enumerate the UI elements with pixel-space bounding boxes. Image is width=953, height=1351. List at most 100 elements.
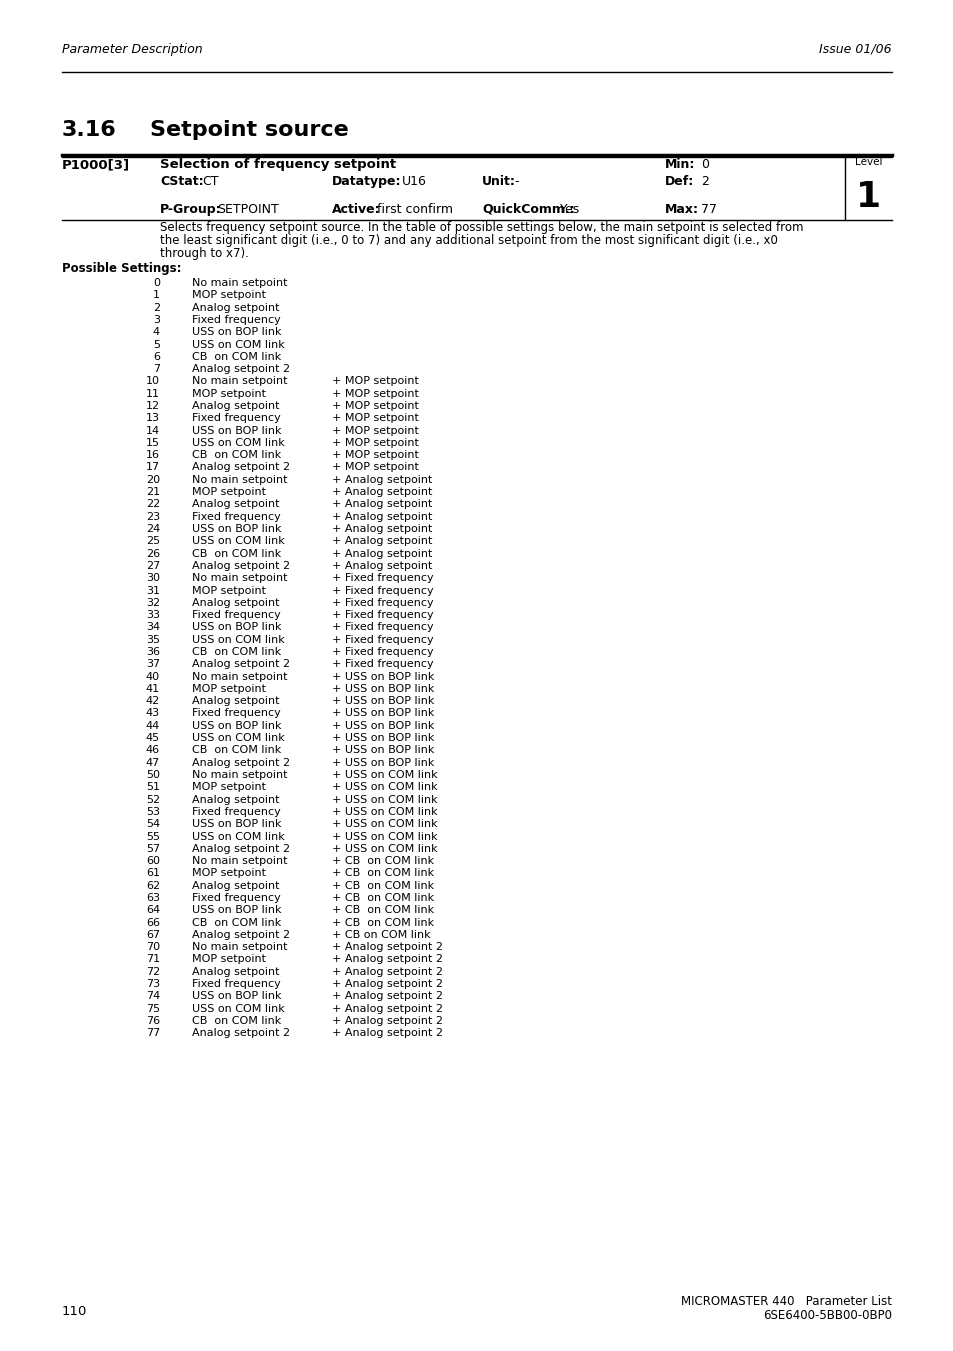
Text: 2: 2 bbox=[152, 303, 160, 312]
Text: + CB  on COM link: + CB on COM link bbox=[332, 857, 434, 866]
Text: CStat:: CStat: bbox=[160, 176, 203, 188]
Text: Analog setpoint: Analog setpoint bbox=[192, 794, 279, 805]
Text: + MOP setpoint: + MOP setpoint bbox=[332, 426, 418, 435]
Text: 44: 44 bbox=[146, 721, 160, 731]
Text: MOP setpoint: MOP setpoint bbox=[192, 389, 266, 399]
Text: 1: 1 bbox=[152, 290, 160, 300]
Text: + MOP setpoint: + MOP setpoint bbox=[332, 377, 418, 386]
Text: + CB  on COM link: + CB on COM link bbox=[332, 869, 434, 878]
Text: + Analog setpoint 2: + Analog setpoint 2 bbox=[332, 1028, 442, 1039]
Text: + USS on BOP link: + USS on BOP link bbox=[332, 696, 434, 707]
Text: Selects frequency setpoint source. In the table of possible settings below, the : Selects frequency setpoint source. In th… bbox=[160, 222, 802, 234]
Text: Min:: Min: bbox=[664, 158, 695, 172]
Text: 22: 22 bbox=[146, 500, 160, 509]
Text: Yes: Yes bbox=[559, 203, 579, 216]
Text: USS on COM link: USS on COM link bbox=[192, 339, 284, 350]
Text: Unit:: Unit: bbox=[481, 176, 516, 188]
Text: Setpoint source: Setpoint source bbox=[150, 120, 349, 141]
Text: Active:: Active: bbox=[332, 203, 380, 216]
Text: 43: 43 bbox=[146, 708, 160, 719]
Text: 17: 17 bbox=[146, 462, 160, 473]
Text: Analog setpoint: Analog setpoint bbox=[192, 881, 279, 890]
Text: No main setpoint: No main setpoint bbox=[192, 770, 287, 780]
Text: 53: 53 bbox=[146, 807, 160, 817]
Text: + Analog setpoint: + Analog setpoint bbox=[332, 474, 432, 485]
Text: + Analog setpoint 2: + Analog setpoint 2 bbox=[332, 1016, 442, 1025]
Text: + Fixed frequency: + Fixed frequency bbox=[332, 647, 434, 657]
Text: 62: 62 bbox=[146, 881, 160, 890]
Text: Def:: Def: bbox=[664, 176, 694, 188]
Text: Fixed frequency: Fixed frequency bbox=[192, 893, 280, 902]
Text: Analog setpoint 2: Analog setpoint 2 bbox=[192, 561, 290, 571]
Text: U16: U16 bbox=[401, 176, 426, 188]
Text: CB  on COM link: CB on COM link bbox=[192, 450, 281, 461]
Text: 27: 27 bbox=[146, 561, 160, 571]
Text: + Analog setpoint: + Analog setpoint bbox=[332, 488, 432, 497]
Text: 64: 64 bbox=[146, 905, 160, 915]
Text: + Analog setpoint 2: + Analog setpoint 2 bbox=[332, 1004, 442, 1013]
Text: MOP setpoint: MOP setpoint bbox=[192, 955, 266, 965]
Text: + USS on BOP link: + USS on BOP link bbox=[332, 734, 434, 743]
Text: Max:: Max: bbox=[664, 203, 699, 216]
Text: + MOP setpoint: + MOP setpoint bbox=[332, 413, 418, 423]
Text: Parameter Description: Parameter Description bbox=[62, 43, 202, 55]
Text: + Analog setpoint: + Analog setpoint bbox=[332, 512, 432, 521]
Text: Analog setpoint 2: Analog setpoint 2 bbox=[192, 929, 290, 940]
Text: 37: 37 bbox=[146, 659, 160, 669]
Text: USS on COM link: USS on COM link bbox=[192, 1004, 284, 1013]
Text: 10: 10 bbox=[146, 377, 160, 386]
Text: 6: 6 bbox=[152, 351, 160, 362]
Text: MOP setpoint: MOP setpoint bbox=[192, 488, 266, 497]
Text: Fixed frequency: Fixed frequency bbox=[192, 315, 280, 324]
Text: 23: 23 bbox=[146, 512, 160, 521]
Text: + USS on BOP link: + USS on BOP link bbox=[332, 708, 434, 719]
Text: USS on COM link: USS on COM link bbox=[192, 734, 284, 743]
Text: Fixed frequency: Fixed frequency bbox=[192, 807, 280, 817]
Text: 12: 12 bbox=[146, 401, 160, 411]
Text: Analog setpoint 2: Analog setpoint 2 bbox=[192, 844, 290, 854]
Text: SETPOINT: SETPOINT bbox=[216, 203, 278, 216]
Text: first confirm: first confirm bbox=[376, 203, 453, 216]
Text: + Analog setpoint 2: + Analog setpoint 2 bbox=[332, 942, 442, 952]
Text: + USS on COM link: + USS on COM link bbox=[332, 807, 437, 817]
Text: P1000[3]: P1000[3] bbox=[62, 158, 130, 172]
Text: USS on BOP link: USS on BOP link bbox=[192, 721, 281, 731]
Text: + MOP setpoint: + MOP setpoint bbox=[332, 389, 418, 399]
Text: Analog setpoint 2: Analog setpoint 2 bbox=[192, 462, 290, 473]
Text: 6SE6400-5BB00-0BP0: 6SE6400-5BB00-0BP0 bbox=[762, 1309, 891, 1323]
Text: MOP setpoint: MOP setpoint bbox=[192, 782, 266, 792]
Text: + Analog setpoint: + Analog setpoint bbox=[332, 536, 432, 546]
Text: USS on COM link: USS on COM link bbox=[192, 438, 284, 449]
Text: 45: 45 bbox=[146, 734, 160, 743]
Text: CB  on COM link: CB on COM link bbox=[192, 351, 281, 362]
Text: 14: 14 bbox=[146, 426, 160, 435]
Text: MOP setpoint: MOP setpoint bbox=[192, 684, 266, 694]
Text: 20: 20 bbox=[146, 474, 160, 485]
Text: + MOP setpoint: + MOP setpoint bbox=[332, 462, 418, 473]
Text: USS on BOP link: USS on BOP link bbox=[192, 992, 281, 1001]
Text: 55: 55 bbox=[146, 831, 160, 842]
Text: -: - bbox=[514, 176, 518, 188]
Text: + Analog setpoint: + Analog setpoint bbox=[332, 524, 432, 534]
Text: + USS on COM link: + USS on COM link bbox=[332, 782, 437, 792]
Text: + Fixed frequency: + Fixed frequency bbox=[332, 659, 434, 669]
Text: + CB  on COM link: + CB on COM link bbox=[332, 881, 434, 890]
Text: No main setpoint: No main setpoint bbox=[192, 942, 287, 952]
Text: + Analog setpoint 2: + Analog setpoint 2 bbox=[332, 992, 442, 1001]
Text: + USS on COM link: + USS on COM link bbox=[332, 819, 437, 830]
Text: Analog setpoint: Analog setpoint bbox=[192, 696, 279, 707]
Text: USS on BOP link: USS on BOP link bbox=[192, 905, 281, 915]
Text: + Analog setpoint 2: + Analog setpoint 2 bbox=[332, 955, 442, 965]
Text: Analog setpoint 2: Analog setpoint 2 bbox=[192, 758, 290, 767]
Text: QuickComm.:: QuickComm.: bbox=[481, 203, 574, 216]
Text: 3.16: 3.16 bbox=[62, 120, 116, 141]
Text: + Analog setpoint: + Analog setpoint bbox=[332, 561, 432, 571]
Text: CT: CT bbox=[202, 176, 218, 188]
Text: 3: 3 bbox=[152, 315, 160, 324]
Text: 110: 110 bbox=[62, 1305, 88, 1319]
Text: 77: 77 bbox=[146, 1028, 160, 1039]
Text: 31: 31 bbox=[146, 585, 160, 596]
Text: 33: 33 bbox=[146, 611, 160, 620]
Text: CB  on COM link: CB on COM link bbox=[192, 917, 281, 928]
Text: Analog setpoint: Analog setpoint bbox=[192, 500, 279, 509]
